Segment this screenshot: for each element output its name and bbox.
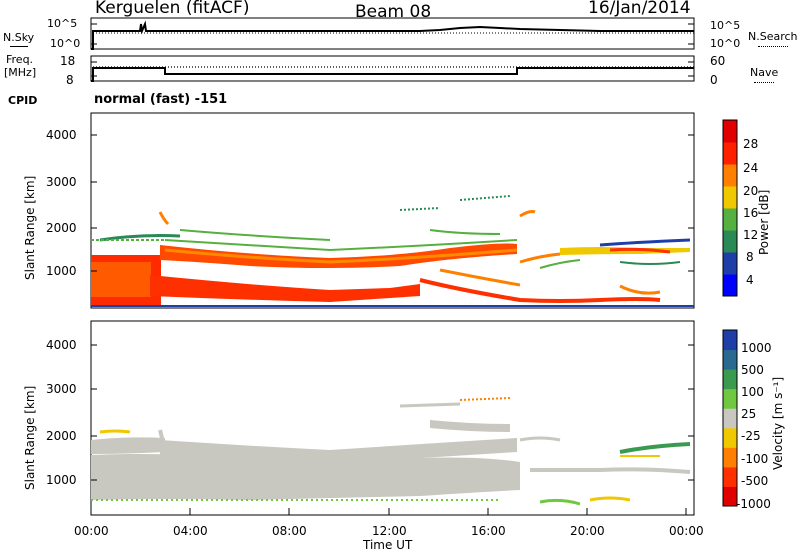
vel-cbar-tick-neg25: -25 [741,429,761,443]
nave-label: Nave [750,66,779,79]
time-axis-ticks [90,508,687,515]
cpid-value: normal (fast) -151 [94,92,228,107]
nsearch-legend-line [758,46,788,47]
nsearch-tick-low: 10^0 [710,37,741,50]
power-ytick-3000: 3000 [46,175,77,189]
power-cbar-swatch [723,142,737,165]
velocity-ytick-4000: 4000 [46,338,77,352]
xtick-1200: 12:00 [372,524,407,538]
vel-cbar-tick-1000: 1000 [741,341,772,355]
xtick-1600: 16:00 [471,524,506,538]
velocity-ytick-2000: 2000 [46,429,77,443]
power-ytick-1000: 1000 [46,264,77,278]
velocity-cbar-swatch [723,447,737,468]
power-panel-frame [90,112,695,309]
xtick-2000: 20:00 [570,524,605,538]
power-cbar-tick-28: 28 [743,137,759,151]
date-title: 16/Jan/2014 [588,0,691,18]
vel-cbar-tick-25: 25 [741,407,757,421]
power-cbar-tick-4: 4 [746,273,754,287]
nsearch-label: N.Search [748,30,798,43]
nave-tick-low: 0 [710,73,718,87]
nave-legend-line [754,82,774,83]
velocity-cbar-swatch [723,349,737,370]
freq-unit-label: [MHz] [4,66,37,79]
vel-cbar-tick-100: 100 [741,385,764,399]
vel-cbar-tick-neg1000: -1000 [736,497,771,511]
power-cbar-swatch [723,164,737,187]
velocity-cbar-swatch [723,330,737,351]
freq-tick-low: 8 [66,73,74,87]
xtick-0800: 08:00 [272,524,307,538]
velocity-data [91,397,691,506]
power-ytick-2000: 2000 [46,221,77,235]
station-title: Kerguelen (fitACF) [95,0,250,18]
velocity-cbar-swatch [723,369,737,390]
beam-title: Beam 08 [355,2,432,22]
nsky-tick-high: 10^5 [47,17,78,30]
power-cbar-swatch [723,274,737,297]
xtick-2400: 00:00 [669,524,704,538]
nsky-label: N.Sky [3,31,35,44]
nsky-tick-low: 10^0 [50,37,81,50]
power-axis-ticks [91,134,694,272]
nsky-trace [91,20,694,50]
vel-cbar-tick-500: 500 [741,363,764,377]
vel-cbar-tick-neg500: -500 [741,474,769,488]
xtick-0000: 00:00 [74,524,109,538]
cpid-label: CPID [8,94,38,107]
power-cbar-swatch [723,186,737,209]
freq-tick-high: 18 [60,54,76,68]
power-data [91,195,694,307]
power-cbar-tick-16: 16 [743,206,759,220]
power-cbar-tick-8: 8 [746,250,754,264]
power-colorbar [722,119,738,297]
xtick-0400: 04:00 [173,524,208,538]
velocity-ytick-1000: 1000 [46,473,77,487]
power-cbar-tick-20: 20 [743,184,759,198]
velocity-cbar-swatch [723,466,737,487]
power-cbar-frame [722,119,738,297]
velocity-cbar-swatch [723,388,737,409]
vel-cbar-tick-neg100: -100 [741,452,769,466]
noise-axis-ticks [91,23,694,45]
nave-tick-high: 60 [710,54,726,68]
velocity-ytick-3000: 3000 [46,382,77,396]
power-cbar-tick-12: 12 [743,228,759,242]
nsearch-tick-high: 10^5 [710,19,741,32]
nsky-legend-line [10,46,28,47]
velocity-cbar-swatch [723,408,737,429]
velocity-colorbar [722,329,738,507]
power-cbar-swatch [723,230,737,253]
freq-trace [91,67,694,82]
velocity-axis-ticks [91,344,694,481]
velocity-cbar-frame [722,329,738,507]
freq-label: Freq. [6,53,34,66]
power-cbar-tick-24: 24 [743,161,759,175]
power-ytick-4000: 4000 [46,128,77,142]
power-cbar-swatch [723,208,737,231]
velocity-cbar-swatch [723,486,737,507]
xaxis-label: Time UT [363,538,413,552]
power-cbar-swatch [723,252,737,275]
power-cbar-swatch [723,120,737,143]
velocity-cbar-swatch [723,427,737,448]
